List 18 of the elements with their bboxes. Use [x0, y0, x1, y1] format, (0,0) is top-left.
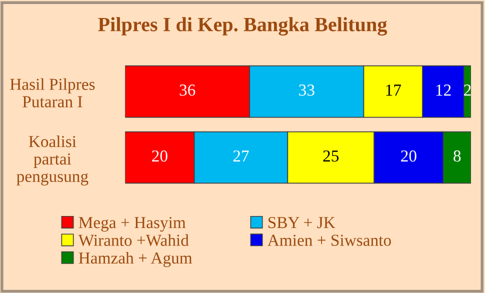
data-label: 25 — [323, 150, 339, 162]
y-tick-label: Hasil Pilpres Putaran I — [10, 78, 95, 108]
y-tick-label: Koalisi partai pengusung — [16, 135, 88, 186]
data-label: 20 — [401, 150, 416, 162]
data-label: 20 — [152, 150, 168, 162]
legend-label: Hamzah + Agum — [78, 252, 192, 268]
data-label: 33 — [299, 84, 314, 96]
legend-label: SBY + JK — [268, 216, 336, 228]
chart-title: Pilpres I di Kep. Bangka Belitung — [98, 17, 388, 36]
data-label: 27 — [233, 150, 249, 162]
data-label: 36 — [180, 84, 196, 96]
data-label: 12 — [436, 84, 451, 96]
data-label: 2 — [464, 84, 471, 96]
legend-label: Wiranto +Wahid — [78, 234, 189, 246]
legend-label: Amien + Siwsanto — [268, 234, 391, 246]
legend-label: Mega + Hasyim — [78, 216, 186, 232]
data-label: 17 — [386, 84, 401, 96]
data-label: 8 — [454, 150, 461, 162]
